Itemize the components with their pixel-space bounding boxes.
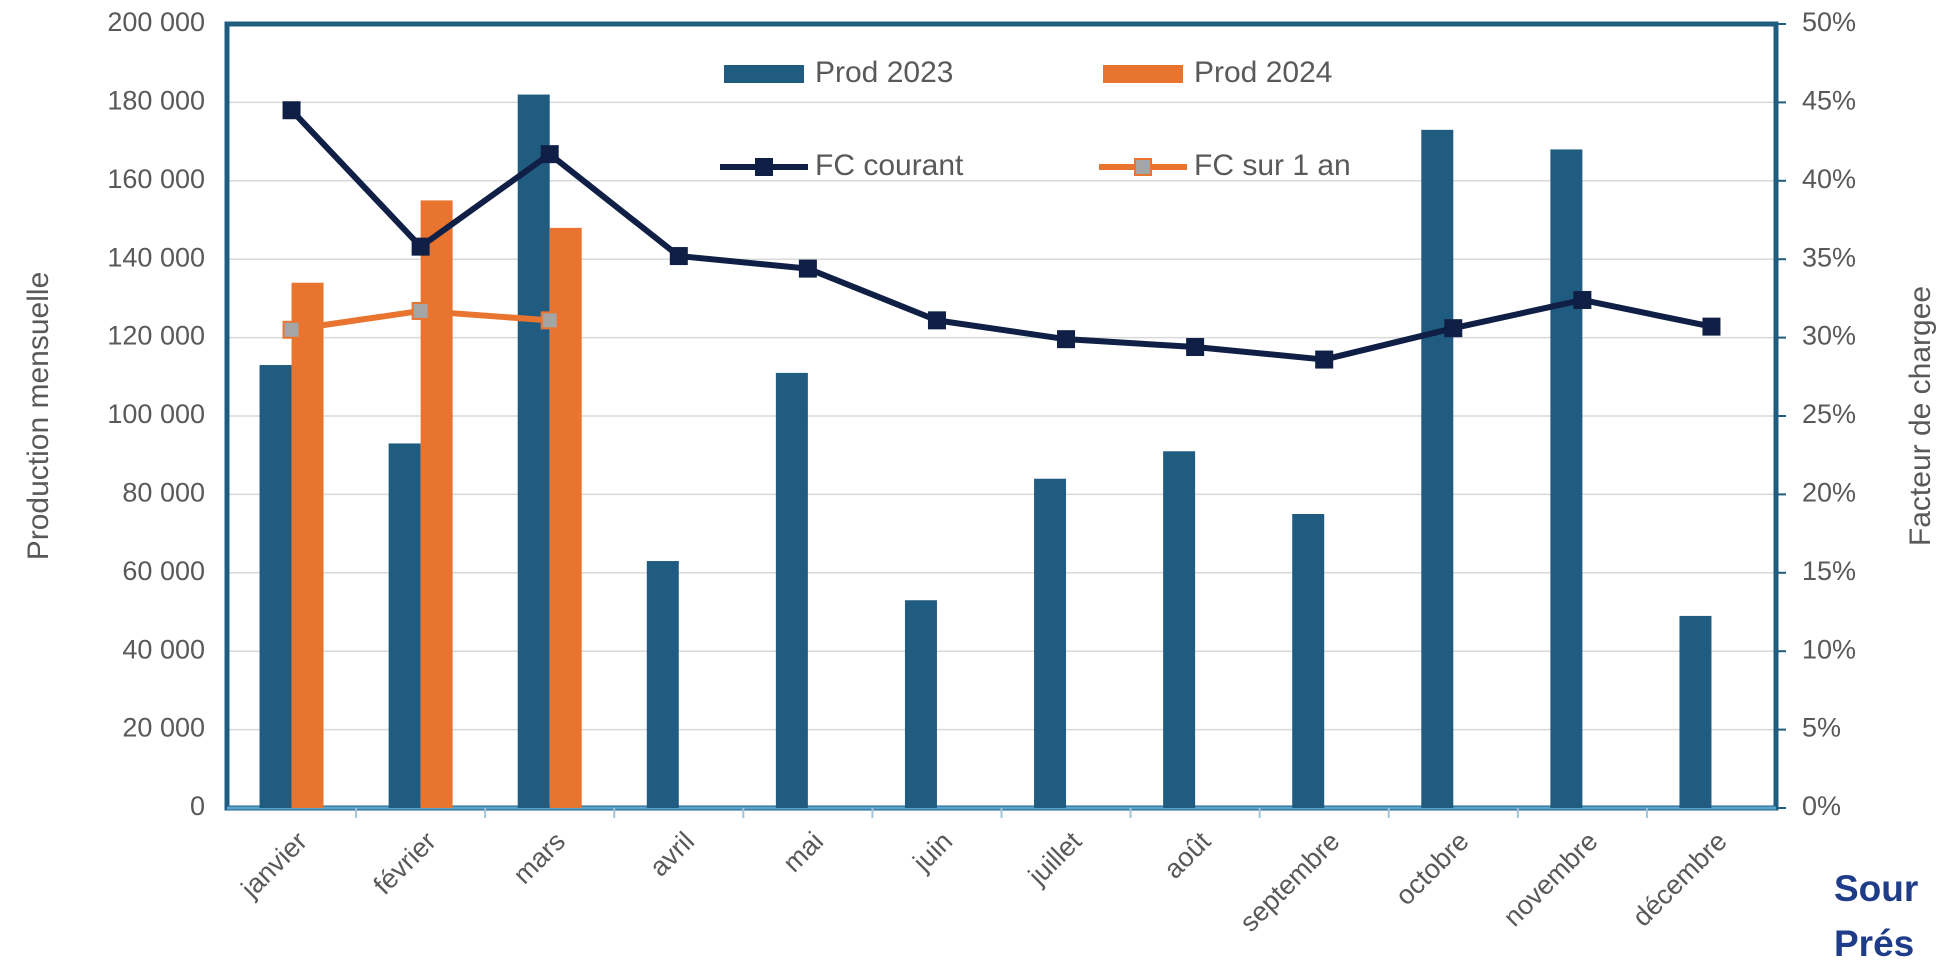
- marker: [1057, 330, 1076, 349]
- marker: [1186, 338, 1205, 357]
- legend-label: FC courant: [815, 149, 964, 182]
- marker: [1444, 319, 1463, 338]
- bar: [1550, 149, 1583, 808]
- bar: [388, 443, 421, 808]
- y2-tick-label: 50%: [1802, 7, 1856, 37]
- marker: [1315, 350, 1334, 369]
- legend-marker: [755, 158, 773, 176]
- y-axis-title: Production mensuelle: [22, 272, 55, 561]
- bar: [1292, 514, 1325, 808]
- y2-tick-label: 15%: [1802, 556, 1856, 586]
- y-tick-label: 20 000: [122, 713, 205, 743]
- y2-tick-label: 5%: [1802, 713, 1841, 743]
- marker: [411, 237, 430, 256]
- bar: [1421, 129, 1454, 809]
- legend-label: Prod 2023: [815, 56, 953, 89]
- bar: [1034, 478, 1067, 808]
- marker: [282, 320, 301, 339]
- y2-tick-label: 45%: [1802, 86, 1856, 116]
- y-tick-label: 140 000: [107, 242, 205, 272]
- marker: [798, 259, 817, 278]
- marker: [411, 301, 430, 320]
- marker: [669, 247, 688, 266]
- x-tick-label: juillet: [1022, 826, 1088, 892]
- y-tick-label: 100 000: [107, 399, 205, 429]
- marker: [540, 145, 559, 164]
- legend-swatch: [1103, 65, 1183, 83]
- y2-axis-title: Facteur de chargee: [1904, 286, 1937, 546]
- annotation: Sour: [1834, 868, 1918, 909]
- bar: [259, 365, 292, 808]
- y2-tick-label: 35%: [1802, 242, 1856, 272]
- bar: [291, 282, 324, 809]
- marker: [1702, 317, 1721, 336]
- x-tick-label: février: [368, 826, 442, 900]
- y-tick-label: 180 000: [107, 86, 205, 116]
- annotation: Prés: [1834, 923, 1914, 964]
- y2-tick-label: 30%: [1802, 321, 1856, 351]
- x-tick-label: août: [1158, 826, 1217, 885]
- marker: [282, 101, 301, 120]
- bar: [646, 561, 679, 808]
- y-tick-label: 40 000: [122, 634, 205, 664]
- x-tick-label: janvier: [235, 826, 313, 904]
- x-tick-label: mars: [507, 826, 571, 890]
- marker: [927, 311, 946, 330]
- y-tick-label: 200 000: [107, 7, 205, 37]
- x-tick-label: octobre: [1390, 826, 1475, 911]
- bar: [775, 372, 808, 808]
- bar: [420, 200, 453, 808]
- y-tick-label: 120 000: [107, 321, 205, 351]
- marker: [540, 311, 559, 330]
- y2-tick-label: 0%: [1802, 791, 1841, 821]
- bar: [517, 94, 550, 808]
- marker: [1573, 290, 1592, 309]
- y2-tick-label: 20%: [1802, 478, 1856, 508]
- y-tick-label: 0: [190, 791, 205, 821]
- x-tick-label: septembre: [1234, 826, 1345, 937]
- y-tick-label: 80 000: [122, 478, 205, 508]
- y2-tick-label: 25%: [1802, 399, 1856, 429]
- x-tick-label: juin: [907, 826, 959, 878]
- x-tick-label: novembre: [1498, 826, 1604, 932]
- y2-tick-label: 40%: [1802, 164, 1856, 194]
- x-tick-label: mai: [777, 826, 829, 878]
- legend-swatch: [724, 65, 804, 83]
- bar: [1163, 451, 1196, 808]
- legend-label: Prod 2024: [1194, 56, 1332, 89]
- line: [289, 108, 1713, 363]
- bar: [904, 600, 937, 808]
- y-tick-label: 160 000: [107, 164, 205, 194]
- x-tick-label: décembre: [1627, 826, 1733, 932]
- legend-marker: [1134, 158, 1152, 176]
- legend-label: FC sur 1 an: [1194, 149, 1351, 182]
- x-tick-label: avril: [644, 826, 700, 882]
- y-tick-label: 60 000: [122, 556, 205, 586]
- y2-tick-label: 10%: [1802, 634, 1856, 664]
- bar: [1679, 615, 1712, 808]
